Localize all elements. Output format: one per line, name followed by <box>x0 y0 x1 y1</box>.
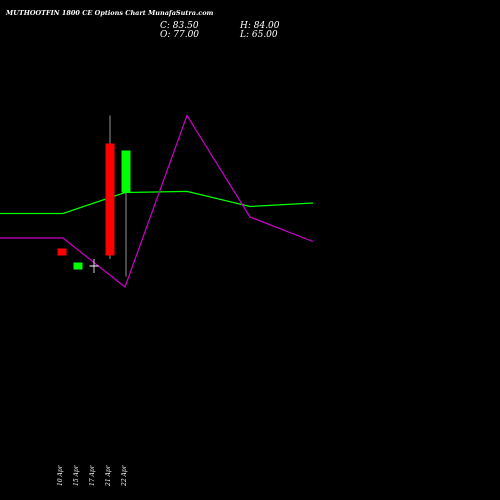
candle <box>105 115 115 259</box>
candle <box>73 262 83 270</box>
candle-body <box>121 150 131 193</box>
candle-body <box>105 143 115 256</box>
candle <box>89 259 99 273</box>
candle <box>57 248 67 256</box>
indicator-lines <box>0 114 314 288</box>
x-axis-tick-labels: 10 Apr 15 Apr 17 Apr 21 Apr 22 Apr <box>57 464 128 487</box>
x-tick-label: 21 Apr <box>105 464 112 487</box>
high-value: H: 84.00 <box>239 21 280 31</box>
candle <box>121 150 131 277</box>
open-value: O: 77.00 <box>160 30 199 40</box>
x-tick-label: 22 Apr <box>121 464 128 487</box>
close-value: C: 83.50 <box>160 21 199 31</box>
candlesticks <box>57 115 131 277</box>
candle-body <box>57 248 67 256</box>
candle-body <box>73 262 83 270</box>
series-line-2 <box>0 114 314 288</box>
x-tick-label: 10 Apr <box>57 464 64 486</box>
x-tick-label: 17 Apr <box>89 464 96 486</box>
chart-title: MUTHOOTFIN 1800 CE Options Chart MunafaS… <box>5 9 214 17</box>
low-value: L: 65.00 <box>239 30 278 40</box>
x-tick-label: 15 Apr <box>73 464 80 486</box>
series-line-1 <box>0 190 314 215</box>
